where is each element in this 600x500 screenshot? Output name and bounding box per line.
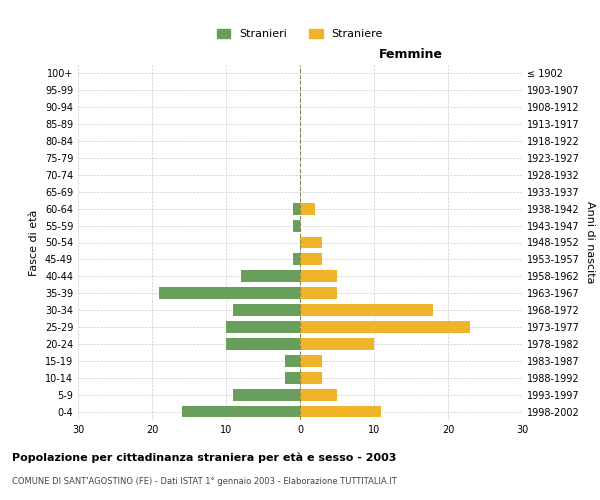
Bar — [285, 355, 300, 367]
Bar — [300, 203, 315, 214]
Bar — [285, 372, 300, 384]
Bar — [300, 338, 374, 350]
Bar — [300, 372, 322, 384]
Y-axis label: Anni di nascita: Anni di nascita — [585, 201, 595, 284]
Text: Popolazione per cittadinanza straniera per età e sesso - 2003: Popolazione per cittadinanza straniera p… — [12, 452, 397, 463]
Bar — [293, 220, 300, 232]
Bar — [300, 288, 337, 299]
Y-axis label: Fasce di età: Fasce di età — [29, 210, 39, 276]
Bar — [300, 355, 322, 367]
Bar — [182, 406, 300, 417]
Bar — [293, 203, 300, 214]
Legend: Stranieri, Straniere: Stranieri, Straniere — [212, 24, 388, 44]
Text: COMUNE DI SANT'AGOSTINO (FE) - Dati ISTAT 1° gennaio 2003 - Elaborazione TUTTITA: COMUNE DI SANT'AGOSTINO (FE) - Dati ISTA… — [12, 478, 397, 486]
Bar — [233, 304, 300, 316]
Bar — [300, 321, 470, 333]
Bar — [300, 388, 337, 400]
Bar — [300, 406, 382, 417]
Bar — [160, 288, 300, 299]
Bar — [300, 304, 433, 316]
Bar — [226, 321, 300, 333]
Bar — [300, 254, 322, 266]
Bar — [226, 338, 300, 350]
Bar — [300, 236, 322, 248]
Text: Femmine: Femmine — [379, 48, 443, 62]
Bar — [293, 254, 300, 266]
Bar — [300, 270, 337, 282]
Bar — [233, 388, 300, 400]
Bar — [241, 270, 300, 282]
